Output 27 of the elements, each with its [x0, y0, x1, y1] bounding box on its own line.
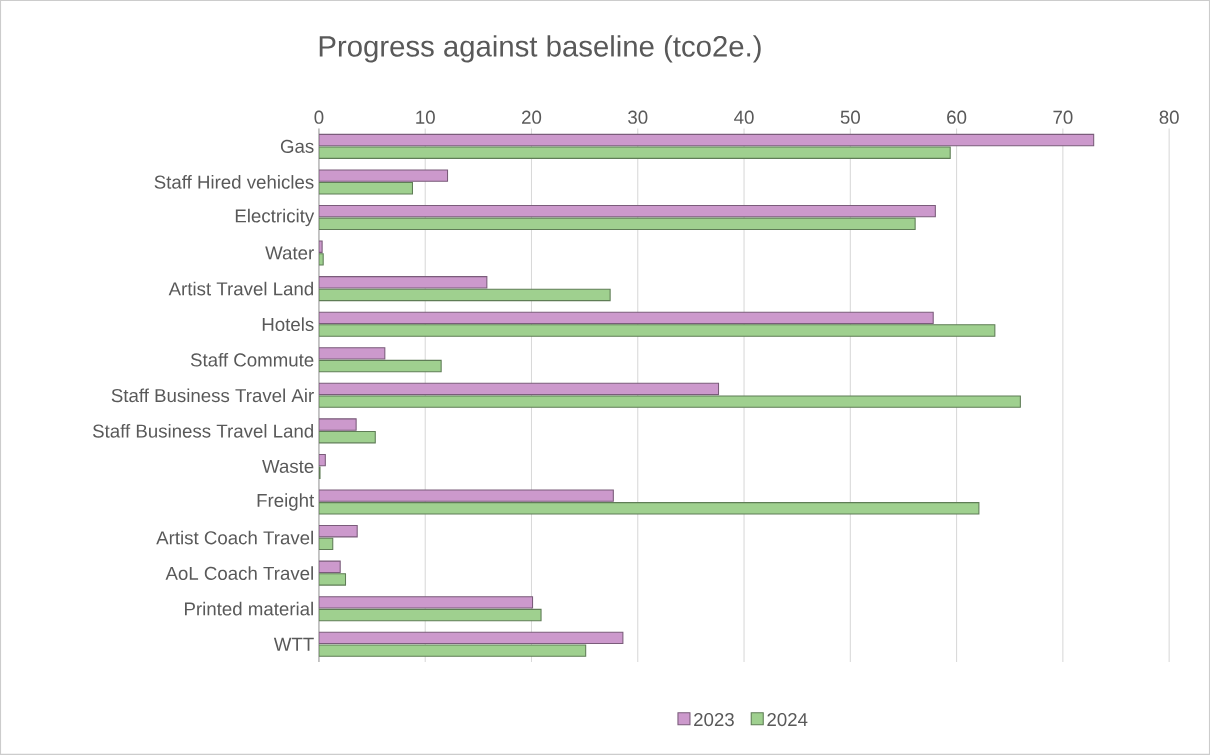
y-tick-label: Water	[265, 246, 314, 260]
x-tick-label: 10	[416, 110, 435, 124]
y-tick-label: WTT	[273, 637, 314, 651]
x-tick-label: 40	[734, 110, 754, 124]
y-tick-label: Waste	[262, 459, 314, 473]
x-tick-label: 0	[314, 110, 324, 124]
y-tick-label: Artist Travel Land	[168, 281, 313, 296]
y-tick-label: Staff Business Travel Land	[92, 424, 313, 438]
chart-title: Progress against baseline (tco2e.)	[319, 35, 761, 63]
y-tick-label: Hotels	[262, 317, 314, 332]
y-tick-label: Staff Commute	[190, 352, 314, 367]
y-tick-label: Staff Business Travel Air	[111, 388, 314, 403]
x-tick-label: 70	[1053, 110, 1073, 124]
legend-label: 2024	[767, 713, 808, 727]
x-tick-label: 80	[1159, 110, 1179, 124]
x-tick-label: 60	[947, 110, 967, 124]
y-tick-label: Gas	[280, 139, 314, 154]
x-tick-label: 20	[522, 110, 542, 124]
legend-label: 2023	[694, 713, 734, 727]
y-tick-label: Electricity	[235, 208, 315, 227]
x-tick-label: 50	[840, 110, 860, 124]
x-tick-label: 30	[628, 110, 648, 124]
y-tick-label: Artist Coach Travel	[156, 530, 313, 545]
y-tick-label: AoL Coach Travel	[165, 566, 313, 581]
y-tick-label: Staff Hired vehicles	[154, 175, 314, 189]
y-tick-label: Freight	[257, 493, 315, 511]
y-tick-label: Printed material	[185, 601, 313, 616]
